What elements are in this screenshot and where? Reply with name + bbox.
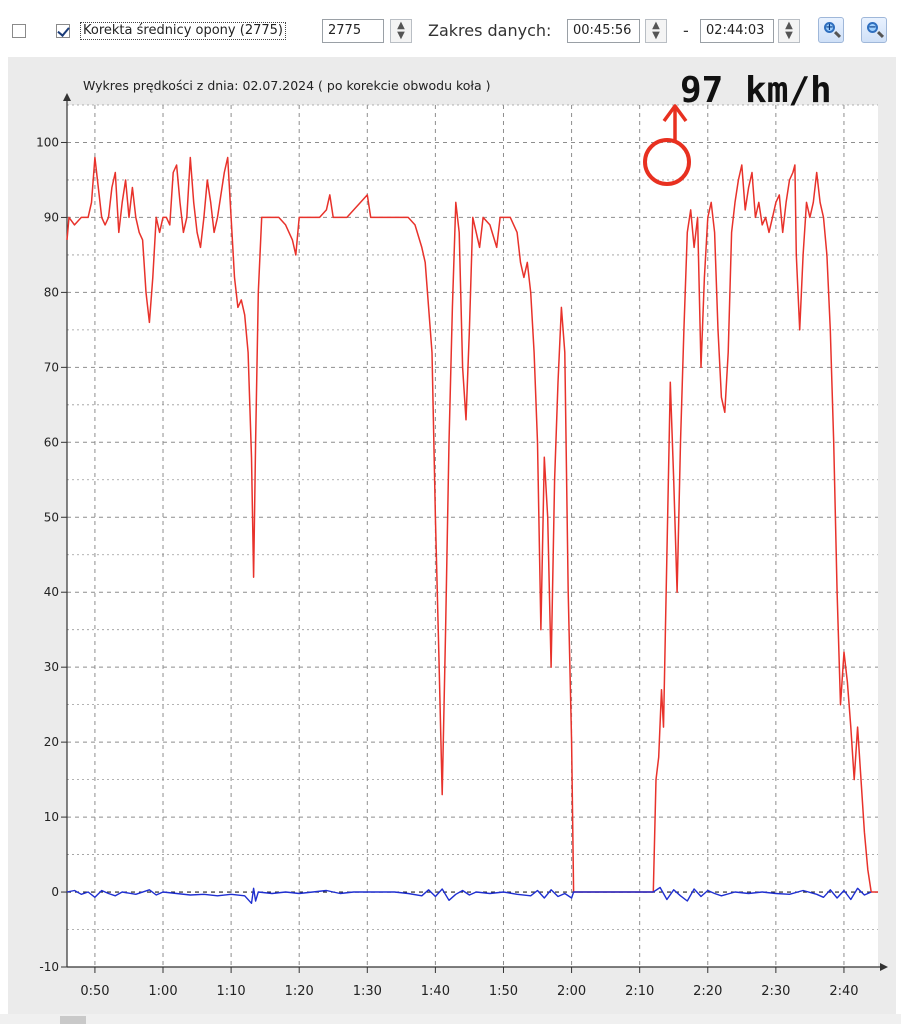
y-tick-label: 60 bbox=[44, 435, 59, 449]
speed-chart: -10 0 10 20 30 40 50 60 70 80 90 100 0:50 1:00 1:10 1:2… bbox=[36, 70, 888, 999]
scrollbar-thumb[interactable] bbox=[60, 1016, 86, 1024]
y-axis-arrow bbox=[63, 93, 71, 101]
chart-title: Wykres prędkości z dnia: 02.07.2024 ( po… bbox=[83, 78, 490, 93]
range-start-stepper[interactable]: ▲ ▼ bbox=[645, 19, 667, 43]
x-tick-label: 1:30 bbox=[353, 984, 382, 999]
y-tick-label: 20 bbox=[44, 735, 59, 749]
y-tick-label: 0 bbox=[51, 885, 59, 899]
speed-chart-panel: -10 0 10 20 30 40 50 60 70 80 90 100 0:50 1:00 1:10 1:2… bbox=[8, 57, 896, 1017]
x-tick-label: 2:20 bbox=[693, 984, 722, 999]
y-tick-label: 70 bbox=[44, 360, 59, 374]
x-tick-label: 1:20 bbox=[285, 984, 314, 999]
y-tick-label: 80 bbox=[44, 285, 59, 299]
range-start-input[interactable]: 00:45:56 bbox=[567, 19, 640, 43]
range-end-input[interactable]: 02:44:03 bbox=[700, 19, 774, 43]
x-tick-label: 1:50 bbox=[489, 984, 518, 999]
zoom-out-icon bbox=[867, 22, 878, 33]
x-tick-label: 1:40 bbox=[421, 984, 450, 999]
range-end-stepper[interactable]: ▲ ▼ bbox=[778, 19, 800, 43]
range-separator: - bbox=[683, 21, 689, 40]
y-tick-label: 10 bbox=[44, 810, 59, 824]
tire-correction-checkbox[interactable] bbox=[56, 24, 70, 38]
x-tick-label: 2:10 bbox=[625, 984, 654, 999]
zoom-in-button[interactable]: + bbox=[818, 17, 844, 43]
zoom-out-button[interactable]: − bbox=[861, 17, 887, 43]
y-tick-label: 30 bbox=[44, 660, 59, 674]
horizontal-scrollbar[interactable] bbox=[0, 1014, 901, 1024]
x-axis-arrow bbox=[880, 963, 888, 971]
max-speed-annotation: 97 km/h bbox=[680, 70, 832, 111]
tire-correction-label[interactable]: Korekta średnicy opony (2775) bbox=[80, 22, 286, 40]
x-tick-label: 2:30 bbox=[761, 984, 790, 999]
unnamed-checkbox[interactable] bbox=[12, 24, 26, 38]
x-tick-label: 2:40 bbox=[829, 984, 858, 999]
zoom-in-icon bbox=[824, 22, 835, 33]
x-tick-label: 1:00 bbox=[148, 984, 177, 999]
toolbar: Korekta średnicy opony (2775) 2775 ▲ ▼ Za… bbox=[0, 0, 901, 62]
y-tick-label: -10 bbox=[39, 960, 59, 974]
speed-series-line-1 bbox=[66, 156, 878, 893]
tire-diameter-input[interactable]: 2775 bbox=[322, 19, 384, 43]
speed-series-line-2 bbox=[66, 886, 872, 904]
tire-diameter-stepper[interactable]: ▲ ▼ bbox=[390, 19, 412, 43]
y-tick-label: 40 bbox=[44, 585, 59, 599]
x-tick-label: 1:10 bbox=[217, 984, 246, 999]
x-tick-label: 0:50 bbox=[80, 984, 109, 999]
y-tick-label: 100 bbox=[36, 135, 59, 149]
data-range-label: Zakres danych: bbox=[428, 21, 552, 40]
annotation-arrow-head bbox=[662, 104, 688, 123]
highlight-circle bbox=[643, 138, 691, 186]
y-tick-label: 90 bbox=[44, 210, 59, 224]
y-tick-label: 50 bbox=[44, 510, 59, 524]
x-tick-label: 2:00 bbox=[557, 984, 586, 999]
